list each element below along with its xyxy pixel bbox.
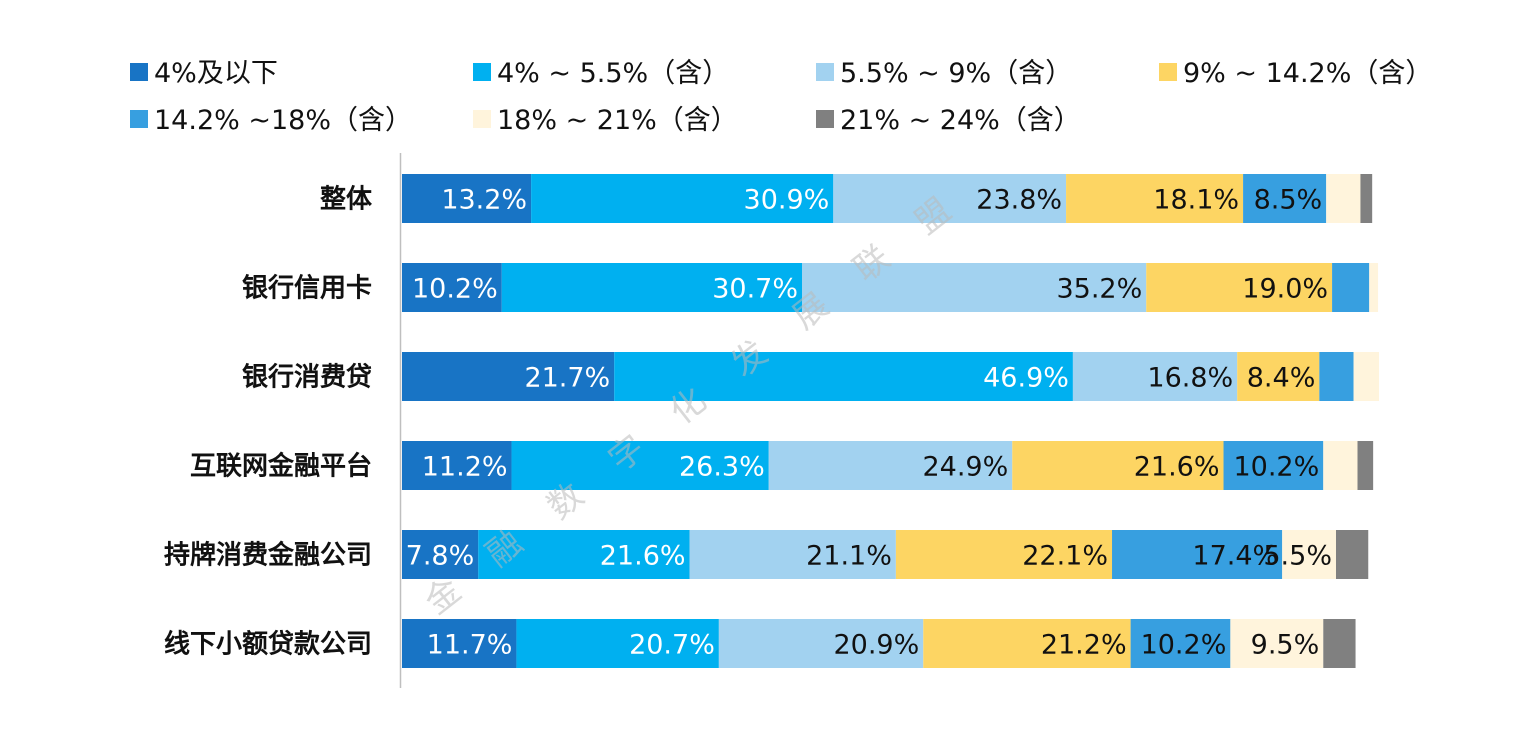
data-label-4-3: 24.9%: [922, 452, 1008, 483]
category-label-3: 银行消费贷: [242, 362, 372, 393]
legend-swatch-5: [130, 110, 148, 128]
legend: 4%及以下 4% ~ 5.5%（含） 5.5% ~ 9%（含） 9% ~ 14.2%（…: [130, 58, 1432, 136]
value-labels: 13.2% 30.9% 23.8% 18.1% 8.5% 10.2% 30.7% 35.2% 1…: [406, 185, 1332, 661]
legend-label-3: 5.5% ~ 9%（含）: [840, 58, 1072, 89]
bar-segment-5-7: [1335, 530, 1369, 579]
bar-segment-2-6: [1369, 263, 1379, 312]
bar-segment-1-1: [402, 174, 532, 223]
bar-segment-1-2: [531, 174, 834, 223]
bar-segment-6-6: [1230, 619, 1324, 668]
category-label-4: 互联网金融平台: [190, 451, 372, 482]
bar-segment-4-3: [768, 441, 1013, 490]
data-label-5-6: 5.5%: [1263, 541, 1332, 572]
bar-segment-2-4: [1146, 263, 1333, 312]
data-label-4-1: 11.2%: [422, 452, 508, 483]
bar-segment-4-1: [402, 441, 512, 490]
data-label-3-2: 46.9%: [983, 363, 1069, 394]
bar-segment-1-6: [1326, 174, 1361, 223]
bar-segment-3-3: [1072, 352, 1238, 401]
legend-swatch-3: [816, 63, 834, 81]
bar-segment-4-6: [1323, 441, 1358, 490]
bar-segment-4-7: [1357, 441, 1374, 490]
data-label-3-4: 8.4%: [1247, 363, 1316, 394]
bar-segment-6-3: [718, 619, 924, 668]
data-label-5-2: 21.6%: [600, 541, 686, 572]
bar-segment-5-1: [402, 530, 479, 579]
legend-swatch-2: [473, 63, 491, 81]
bar-segment-4-5: [1223, 441, 1324, 490]
legend-label-7: 21% ~ 24%（含）: [840, 105, 1081, 136]
bar-segment-4-2: [511, 441, 769, 490]
data-label-4-4: 21.6%: [1134, 452, 1220, 483]
category-label-1: 整体: [320, 184, 373, 215]
bar-segment-6-1: [402, 619, 517, 668]
bars: [402, 174, 1380, 668]
legend-label-5: 14.2% ~18%（含）: [154, 105, 412, 136]
bar-segment-3-1: [402, 352, 615, 401]
bar-segment-6-5: [1130, 619, 1231, 668]
data-label-1-5: 8.5%: [1254, 185, 1323, 216]
data-label-3-1: 21.7%: [524, 363, 610, 394]
legend-swatch-7: [816, 110, 834, 128]
bar-segment-1-4: [1066, 174, 1244, 223]
data-label-4-2: 26.3%: [679, 452, 765, 483]
data-label-6-1: 11.7%: [427, 630, 513, 661]
data-label-6-5: 10.2%: [1141, 630, 1227, 661]
legend-label-6: 18% ~ 21%（含）: [497, 105, 738, 136]
data-label-6-4: 21.2%: [1041, 630, 1127, 661]
bar-segment-1-5: [1243, 174, 1327, 223]
legend-label-2: 4% ~ 5.5%（含）: [497, 58, 729, 89]
bar-segment-1-3: [833, 174, 1067, 223]
data-label-2-1: 10.2%: [412, 274, 498, 305]
data-label-1-1: 13.2%: [441, 185, 527, 216]
data-label-6-2: 20.7%: [629, 630, 715, 661]
category-label-6: 线下小额贷款公司: [164, 629, 372, 660]
bar-segment-4-4: [1012, 441, 1224, 490]
bar-segment-5-4: [895, 530, 1113, 579]
bar-segment-6-7: [1323, 619, 1356, 668]
bar-segment-2-1: [402, 263, 502, 312]
bar-segment-3-2: [614, 352, 1073, 401]
data-label-2-2: 30.7%: [712, 274, 798, 305]
bar-segment-6-4: [923, 619, 1131, 668]
data-label-2-4: 19.0%: [1242, 274, 1328, 305]
bar-segment-5-6: [1282, 530, 1336, 579]
bar-segment-2-3: [802, 263, 1147, 312]
data-label-1-2: 30.9%: [744, 185, 830, 216]
bar-segment-2-2: [501, 263, 803, 312]
legend-swatch-4: [1159, 63, 1177, 81]
bar-segment-3-6: [1353, 352, 1380, 401]
data-label-1-4: 18.1%: [1153, 185, 1239, 216]
bar-segment-2-5: [1332, 263, 1370, 312]
data-label-5-5: 17.4%: [1192, 541, 1278, 572]
bar-segment-5-5: [1112, 530, 1283, 579]
data-label-4-5: 10.2%: [1233, 452, 1319, 483]
bar-segment-5-2: [478, 530, 690, 579]
bar-segment-1-7: [1360, 174, 1373, 223]
bar-segment-5-3: [689, 530, 896, 579]
category-label-2: 银行信用卡: [242, 273, 372, 304]
legend-swatch-6: [473, 110, 491, 128]
data-label-3-3: 16.8%: [1147, 363, 1233, 394]
bar-segment-6-2: [516, 619, 719, 668]
data-label-5-1: 7.8%: [406, 541, 475, 572]
legend-label-1: 4%及以下: [154, 58, 278, 89]
bar-segment-3-5: [1319, 352, 1354, 401]
data-label-2-3: 35.2%: [1056, 274, 1142, 305]
legend-label-4: 9% ~ 14.2%（含）: [1183, 58, 1432, 89]
bar-segment-3-4: [1237, 352, 1320, 401]
data-label-1-3: 23.8%: [976, 185, 1062, 216]
category-label-5: 持牌消费金融公司: [164, 540, 372, 571]
data-label-5-3: 21.1%: [806, 541, 892, 572]
data-label-5-4: 22.1%: [1022, 541, 1108, 572]
data-label-6-3: 20.9%: [833, 630, 919, 661]
legend-swatch-1: [130, 63, 148, 81]
data-label-6-6: 9.5%: [1251, 630, 1320, 661]
